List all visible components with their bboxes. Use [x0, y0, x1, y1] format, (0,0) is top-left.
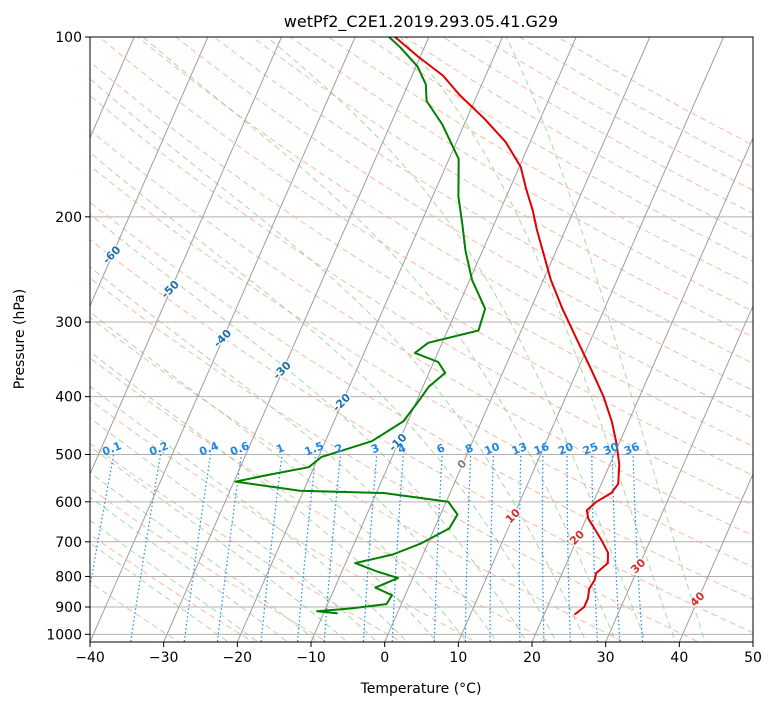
x-tick-label: 10: [449, 650, 467, 666]
x-tick-label: −40: [75, 650, 105, 666]
x-tick-label: 30: [597, 650, 615, 666]
y-tick-label: 100: [55, 30, 82, 46]
y-tick-label: 400: [55, 390, 82, 406]
y-tick-label: 700: [55, 535, 82, 551]
x-tick-label: 50: [744, 650, 762, 666]
chart-title: wetPf2_C2E1.2019.293.05.41.G29: [284, 12, 558, 32]
y-tick-label: 300: [55, 315, 82, 331]
y-tick-label: 800: [55, 569, 82, 585]
y-tick-label: 200: [55, 210, 82, 226]
x-tick-label: 20: [523, 650, 541, 666]
y-axis: 100 200 300 400 500 600 700 800 900 1000: [46, 30, 90, 643]
y-axis-title: Pressure (hPa): [12, 289, 28, 389]
x-tick-label: 0: [380, 650, 389, 666]
plot-background: [90, 37, 753, 642]
x-tick-label: −30: [149, 650, 179, 666]
y-tick-label: 600: [55, 495, 82, 511]
y-tick-label: 900: [55, 600, 82, 616]
x-axis: −40 −30 −20 −10 0 10 20 30 40 50: [75, 642, 762, 666]
x-tick-label: −20: [223, 650, 253, 666]
isotherm: [753, 37, 775, 642]
isotherm-label: -80: [0, 159, 13, 182]
isotherm: [0, 37, 61, 642]
x-tick-label: 40: [670, 650, 688, 666]
y-tick-label: 1000: [46, 627, 82, 643]
x-axis-title: Temperature (°C): [360, 681, 482, 697]
x-tick-label: −10: [296, 650, 326, 666]
y-tick-label: 500: [55, 448, 82, 464]
